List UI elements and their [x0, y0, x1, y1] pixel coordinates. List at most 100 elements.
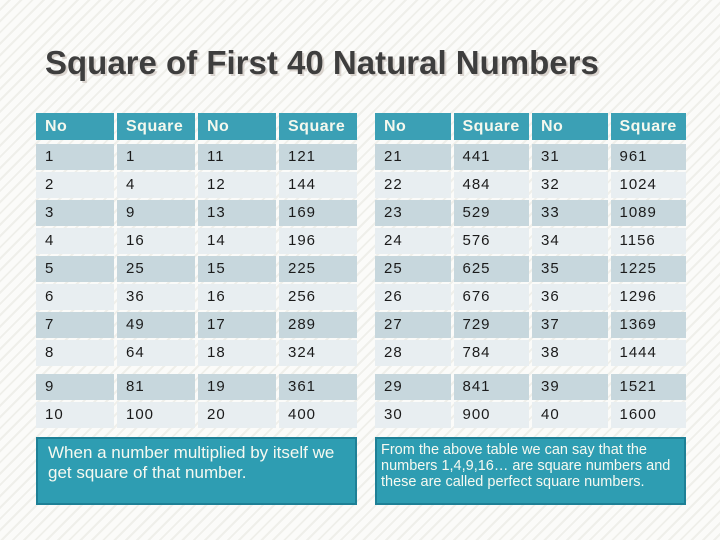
table-row: 6 36 16 256	[36, 284, 357, 310]
table-row: 21 441 31 961	[375, 144, 686, 170]
table-cell: 900	[453, 402, 529, 428]
table-cell: 22	[375, 172, 451, 198]
table-cell: 37	[532, 312, 608, 338]
table-row: 22 484 32 1024	[375, 172, 686, 198]
table-cell: 1024	[610, 172, 686, 198]
squares-table-1-20: No Square No Square 1 1 11 121 2 4 12 144 3 9 13 169 4 16…	[36, 113, 357, 428]
table-cell: 1	[36, 144, 114, 170]
column-header: No	[375, 113, 451, 140]
table-cell: 4	[117, 172, 195, 198]
table-cell: 100	[117, 402, 195, 428]
table-row: 23 529 33 1089	[375, 200, 686, 226]
table-cell: 15	[198, 256, 276, 282]
table-cell: 27	[375, 312, 451, 338]
table-cell: 36	[117, 284, 195, 310]
table-cell: 676	[453, 284, 529, 310]
table-cell: 16	[117, 228, 195, 254]
table-cell: 9	[117, 200, 195, 226]
table-row: 24 576 34 1156	[375, 228, 686, 254]
table-cell: 225	[279, 256, 357, 282]
table-header-row: No Square No Square	[375, 113, 686, 140]
table-cell: 6	[36, 284, 114, 310]
table-row: 25 625 35 1225	[375, 256, 686, 282]
table-row: 28 784 38 1444	[375, 340, 686, 366]
table-cell: 784	[453, 340, 529, 366]
table-cell: 9	[36, 374, 114, 400]
table-header-row: No Square No Square	[36, 113, 357, 140]
table-cell: 25	[117, 256, 195, 282]
table-cell: 1225	[610, 256, 686, 282]
table-cell: 26	[375, 284, 451, 310]
table-cell: 1089	[610, 200, 686, 226]
table-cell: 484	[453, 172, 529, 198]
table-cell: 5	[36, 256, 114, 282]
column-header: No	[532, 113, 608, 140]
table-cell: 18	[198, 340, 276, 366]
table-cell: 39	[532, 374, 608, 400]
table-row: 8 64 18 324	[36, 340, 357, 366]
table-cell: 33	[532, 200, 608, 226]
table-cell: 34	[532, 228, 608, 254]
table-cell: 1444	[610, 340, 686, 366]
perfect-square-note-text: From the above table we can say that the…	[381, 442, 671, 490]
table-cell: 36	[532, 284, 608, 310]
table-row: 29 841 39 1521	[375, 374, 686, 400]
table-cell: 64	[117, 340, 195, 366]
table-cell: 23	[375, 200, 451, 226]
table-cell: 324	[279, 340, 357, 366]
table-row: 10 100 20 400	[36, 402, 357, 428]
table-cell: 729	[453, 312, 529, 338]
table-cell: 1296	[610, 284, 686, 310]
table-row: 5 25 15 225	[36, 256, 357, 282]
table-row: 2 4 12 144	[36, 172, 357, 198]
table-cell: 121	[279, 144, 357, 170]
table-cell: 841	[453, 374, 529, 400]
table-cell: 196	[279, 228, 357, 254]
table-cell: 441	[453, 144, 529, 170]
table-row: 1 1 11 121	[36, 144, 357, 170]
table-cell: 13	[198, 200, 276, 226]
table-cell: 16	[198, 284, 276, 310]
table-cell: 1600	[610, 402, 686, 428]
table-cell: 2	[36, 172, 114, 198]
table-cell: 529	[453, 200, 529, 226]
table-cell: 1369	[610, 312, 686, 338]
table-cell: 3	[36, 200, 114, 226]
table-cell: 32	[532, 172, 608, 198]
table-row: 4 16 14 196	[36, 228, 357, 254]
perfect-square-note-box: From the above table we can say that the…	[375, 437, 686, 505]
table-cell: 10	[36, 402, 114, 428]
table-row: 9 81 19 361	[36, 374, 357, 400]
table-row: 26 676 36 1296	[375, 284, 686, 310]
table-row: 27 729 37 1369	[375, 312, 686, 338]
slide-title: Square of First 40 Natural Numbers	[45, 44, 599, 81]
table-cell: 81	[117, 374, 195, 400]
table-cell: 169	[279, 200, 357, 226]
definition-note-text: When a number multiplied by itself we ge…	[48, 443, 335, 482]
column-header: No	[198, 113, 276, 140]
table-cell: 29	[375, 374, 451, 400]
table-cell: 625	[453, 256, 529, 282]
table-cell: 4	[36, 228, 114, 254]
column-header: Square	[279, 113, 357, 140]
table-cell: 1	[117, 144, 195, 170]
table-cell: 7	[36, 312, 114, 338]
table-cell: 24	[375, 228, 451, 254]
table-cell: 25	[375, 256, 451, 282]
squares-table-21-40: No Square No Square 21 441 31 961 22 484 32 1024 23 5…	[375, 113, 686, 428]
table-cell: 17	[198, 312, 276, 338]
table-cell: 30	[375, 402, 451, 428]
table-cell: 144	[279, 172, 357, 198]
table-cell: 8	[36, 340, 114, 366]
table-row: 7 49 17 289	[36, 312, 357, 338]
table-cell: 11	[198, 144, 276, 170]
table-cell: 12	[198, 172, 276, 198]
table-cell: 14	[198, 228, 276, 254]
table-cell: 289	[279, 312, 357, 338]
table-cell: 20	[198, 402, 276, 428]
table-cell: 400	[279, 402, 357, 428]
table-cell: 961	[610, 144, 686, 170]
column-header: Square	[610, 113, 686, 140]
table-cell: 28	[375, 340, 451, 366]
